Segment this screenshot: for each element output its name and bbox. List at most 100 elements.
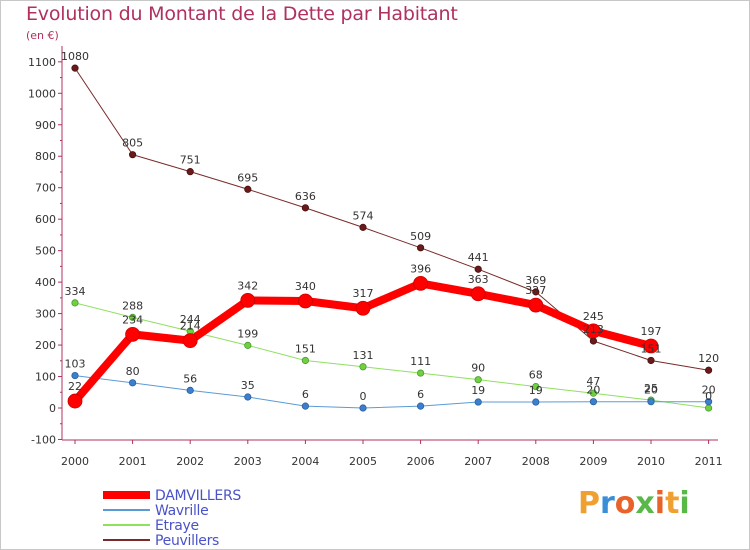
proxiti-logo: Proxiti [578,486,690,521]
data-label-wavrille: 20 [702,384,716,397]
data-label-etraye: 199 [237,327,258,340]
x-tick-label: 2000 [61,455,89,468]
y-tick-label: 800 [35,150,56,163]
data-point-wavrille [416,402,425,410]
y-tick-label: 100 [35,371,56,384]
chart-title: Evolution du Montant de la Dette par Hab… [26,3,458,25]
data-point-peuvillers [647,356,655,365]
data-point-damvillers [413,275,429,291]
data-label-etraye: 0 [705,390,712,403]
data-point-damvillers [355,300,371,316]
data-point-etraye [359,363,367,371]
data-point-etraye [704,404,713,412]
data-point-peuvillers [416,244,425,252]
data-label-wavrille: 6 [417,388,424,401]
y-tick-label: 900 [35,119,56,132]
y-tick-label: 300 [35,308,56,321]
data-label-etraye: 68 [529,369,543,382]
data-point-damvillers [297,293,313,309]
x-tick-label: 2011 [695,455,723,468]
data-point-etraye [589,389,598,397]
data-label-etraye: 90 [471,362,485,375]
x-tick-label: 2007 [464,455,492,468]
data-label-damvillers: 363 [468,273,489,286]
y-tick-label: 700 [35,182,56,195]
data-label-damvillers: 22 [68,380,82,393]
data-label-peuvillers: 441 [468,251,489,264]
data-label-peuvillers: 120 [698,352,719,365]
data-point-damvillers [125,326,141,342]
unit-label: (en €) [26,29,59,42]
data-label-damvillers: 214 [180,320,201,333]
data-point-wavrille [532,398,540,406]
data-label-peuvillers: 574 [353,209,374,222]
legend-label-peuvillers: Peuvillers [155,533,219,549]
data-point-damvillers [182,333,198,349]
series-line-wavrille [74,375,710,409]
data-label-damvillers: 197 [641,325,662,338]
data-point-etraye [244,341,252,349]
data-point-etraye [129,313,137,321]
data-label-peuvillers: 805 [122,137,143,150]
data-point-damvillers [67,393,83,409]
y-tick-label: 0 [49,402,56,415]
data-point-peuvillers [532,288,540,296]
y-tick-label: 500 [35,245,56,258]
data-label-wavrille: 6 [302,388,309,401]
y-tick-label: 1000 [28,87,56,100]
data-label-peuvillers: 213 [583,323,604,336]
data-point-wavrille [647,398,655,406]
data-point-damvillers [528,297,544,313]
data-label-etraye: 244 [180,313,201,326]
data-point-wavrille [704,398,713,406]
y-tick-label: 600 [35,213,56,226]
data-point-damvillers [643,338,659,354]
data-label-damvillers: 396 [410,262,431,275]
data-label-wavrille: 19 [529,384,543,397]
x-tick-label: 2008 [522,455,550,468]
x-tick-label: 2001 [119,455,147,468]
data-point-wavrille [186,386,194,394]
data-label-wavrille: 0 [360,390,367,403]
x-tick-label: 2003 [234,455,262,468]
legend-label-damvillers: DAMVILLERS [155,488,241,504]
data-point-wavrille [244,393,252,401]
data-label-etraye: 288 [122,299,143,312]
data-label-damvillers: 245 [583,310,604,323]
x-tick-label: 2009 [579,455,607,468]
x-tick-label: 2004 [291,455,319,468]
data-point-wavrille [474,398,482,406]
data-point-peuvillers [474,265,482,273]
series-layer [67,64,713,412]
y-tick-label: 200 [35,339,56,352]
data-label-damvillers: 234 [122,313,143,326]
axes: -100010020030040050060070080090010001100… [28,46,723,468]
data-label-wavrille: 80 [126,365,140,378]
data-label-damvillers: 317 [353,287,374,300]
data-label-wavrille: 56 [183,372,197,385]
data-label-peuvillers: 1080 [61,50,89,63]
data-point-peuvillers [301,204,309,212]
x-tick-label: 2002 [176,455,204,468]
data-label-etraye: 25 [644,382,658,395]
data-label-wavrille: 103 [65,358,86,371]
data-point-wavrille [129,379,137,387]
data-label-etraye: 334 [65,285,86,298]
data-point-etraye [474,376,482,384]
data-label-damvillers: 342 [237,279,258,292]
data-label-etraye: 131 [353,349,374,362]
series-line-etraye [74,302,710,409]
data-point-peuvillers [359,223,367,231]
data-label-peuvillers: 369 [525,274,546,287]
data-point-etraye [301,356,309,365]
data-point-wavrille [301,402,309,410]
x-tick-label: 2005 [349,455,377,468]
data-point-peuvillers [71,64,79,72]
data-point-damvillers [470,286,486,302]
data-label-peuvillers: 151 [641,342,662,355]
data-point-wavrille [71,371,79,380]
data-point-peuvillers [244,185,252,193]
data-point-wavrille [359,404,367,412]
